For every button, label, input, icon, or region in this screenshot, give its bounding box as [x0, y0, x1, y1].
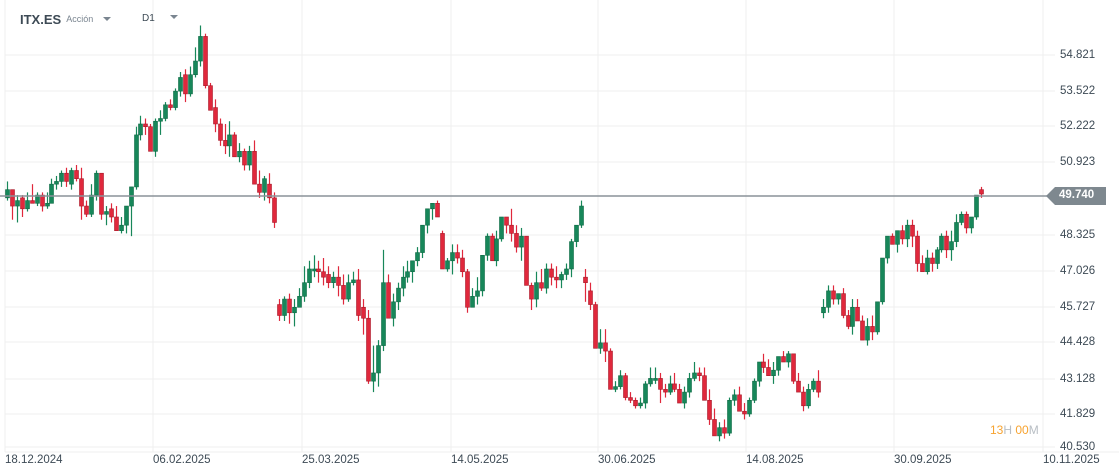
y-tick-label: 43.128: [1060, 373, 1096, 385]
y-tick-label: 50.923: [1060, 156, 1096, 168]
current-price-tag: 49.740: [1046, 187, 1106, 205]
timeframe-dropdown-caret-icon[interactable]: [170, 15, 178, 19]
y-tick-label: 48.325: [1060, 229, 1096, 241]
x-tick-label: 30.06.2025: [598, 454, 656, 466]
y-tick-label: 53.522: [1060, 85, 1096, 97]
y-tick-label: 47.026: [1060, 265, 1096, 277]
y-tick-label: 45.727: [1060, 301, 1096, 313]
grid-lines: [4, 0, 1119, 453]
candle-countdown: 13H 00M: [990, 423, 1039, 437]
y-tick-label: 41.829: [1060, 408, 1096, 420]
timeframe-label[interactable]: D1: [142, 13, 155, 24]
symbol-label: ITX.ES: [20, 11, 62, 27]
countdown-hours-unit: H: [1003, 423, 1013, 437]
candles: [5, 25, 984, 442]
instrument-type-label: Acción: [66, 14, 94, 24]
y-tick-label: 54.821: [1060, 49, 1096, 61]
x-tick-label: 25.03.2025: [302, 454, 360, 466]
current-price-value: 49.740: [1059, 189, 1095, 201]
x-tick-label: 14.08.2025: [746, 454, 804, 466]
countdown-hours: 13: [990, 423, 1004, 437]
x-tick-label: 18.12.2024: [5, 454, 63, 466]
y-tick-label: 44.428: [1060, 336, 1096, 348]
y-tick-label: 40.530: [1060, 441, 1096, 453]
y-tick-label: 52.222: [1060, 120, 1096, 132]
x-tick-label: 14.05.2025: [451, 454, 509, 466]
countdown-minutes: 00: [1015, 423, 1029, 437]
countdown-minutes-unit: M: [1028, 423, 1039, 437]
x-tick-label: 06.02.2025: [153, 454, 211, 466]
instrument-dropdown-caret-icon[interactable]: [103, 17, 112, 21]
x-tick-label: 10.11.2025: [1043, 454, 1100, 466]
instrument-selector[interactable]: ITX.ES Acción: [20, 9, 112, 29]
x-tick-label: 30.09.2025: [894, 454, 952, 466]
